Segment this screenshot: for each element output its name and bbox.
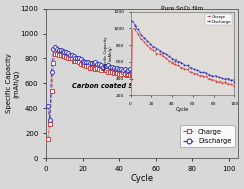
X-axis label: Cycle: Cycle: [131, 174, 154, 184]
Text: Carbon coated SnO₂ film: Carbon coated SnO₂ film: [72, 83, 163, 89]
Y-axis label: Specific Capacity
(mAh/g): Specific Capacity (mAh/g): [6, 53, 19, 113]
Legend: Charge, Discharge: Charge, Discharge: [180, 125, 235, 147]
